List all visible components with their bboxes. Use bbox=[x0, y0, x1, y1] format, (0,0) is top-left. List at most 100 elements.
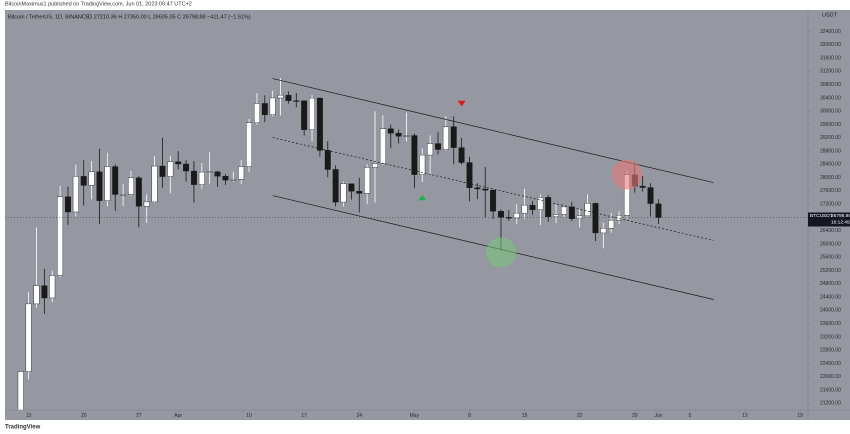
candle-body bbox=[427, 143, 434, 156]
channel-line bbox=[272, 78, 714, 183]
candle-body bbox=[600, 228, 607, 234]
price-tag-price: 26798.88 bbox=[831, 213, 850, 219]
candle-body bbox=[112, 166, 119, 195]
candle-body bbox=[348, 183, 355, 192]
candle-body bbox=[57, 196, 64, 276]
candle-body bbox=[324, 150, 331, 170]
y-tick-label: 24800.00 bbox=[820, 281, 841, 287]
candle-body bbox=[120, 194, 127, 196]
candle-body bbox=[80, 176, 87, 186]
x-tick-label: Apr bbox=[174, 413, 182, 419]
signal-marker bbox=[457, 100, 466, 107]
candle-body bbox=[442, 126, 449, 150]
candle-body bbox=[545, 197, 552, 217]
candle-body bbox=[458, 147, 465, 163]
x-tick-label: Jun bbox=[654, 413, 662, 419]
y-tick-label: 22400.00 bbox=[820, 361, 841, 367]
y-tick-label: 30800.00 bbox=[820, 82, 841, 88]
x-tick-label: 27 bbox=[136, 413, 142, 419]
y-tick-label: 32400.00 bbox=[820, 29, 841, 35]
footer-logo: TradingView bbox=[5, 425, 41, 431]
candle-body bbox=[592, 203, 599, 234]
candle-body bbox=[372, 163, 378, 168]
candle-body bbox=[96, 171, 103, 201]
candle-body bbox=[72, 176, 79, 213]
price-tag-countdown: 16:12:49 bbox=[831, 219, 850, 225]
candle-body bbox=[269, 97, 276, 116]
candle-body bbox=[238, 166, 245, 180]
y-tick-label: 25200.00 bbox=[820, 268, 841, 274]
candle-body bbox=[190, 170, 197, 185]
x-tick-label: 22 bbox=[577, 413, 583, 419]
candle-body bbox=[403, 135, 410, 137]
y-tick-label: 30400.00 bbox=[820, 95, 841, 101]
candle-body bbox=[293, 100, 300, 102]
candle-body bbox=[639, 185, 646, 188]
x-tick-label: 5 bbox=[689, 413, 692, 419]
candle-body bbox=[560, 206, 567, 215]
candle-body bbox=[450, 126, 457, 148]
candle-body bbox=[65, 196, 71, 213]
candle-body bbox=[253, 103, 260, 123]
candle-body bbox=[466, 162, 473, 188]
y-tick-label: 21200.00 bbox=[820, 401, 841, 407]
y-tick-label: 27200.00 bbox=[820, 202, 841, 208]
x-tick-label: 10 bbox=[246, 413, 252, 419]
candle-body bbox=[647, 187, 654, 204]
candle-body bbox=[395, 132, 402, 137]
y-tick-label: 24000.00 bbox=[820, 308, 841, 314]
y-tick-label: 22800.00 bbox=[820, 348, 841, 354]
candle-body bbox=[608, 219, 615, 229]
candle-body bbox=[151, 165, 158, 203]
y-tick-label: 26400.00 bbox=[820, 228, 841, 234]
candle-body bbox=[379, 128, 386, 164]
price-tag-box bbox=[808, 212, 850, 227]
candle-body bbox=[411, 135, 418, 175]
candle-body bbox=[214, 171, 221, 177]
candle-body bbox=[135, 177, 142, 207]
candle-body bbox=[175, 161, 182, 165]
candle-body bbox=[301, 100, 308, 130]
candle-body bbox=[88, 171, 95, 186]
x-tick-label: 24 bbox=[356, 413, 362, 419]
y-tick-label: 29600.00 bbox=[820, 122, 841, 128]
candle-body bbox=[198, 171, 205, 185]
candle-body bbox=[490, 190, 497, 212]
x-tick-label: 17 bbox=[301, 413, 307, 419]
channel-line bbox=[272, 137, 714, 241]
candle-body bbox=[387, 128, 394, 134]
candle-body bbox=[435, 143, 441, 150]
candle-body bbox=[309, 97, 315, 130]
y-tick-label: 28000.00 bbox=[820, 175, 841, 181]
candle-body bbox=[167, 161, 174, 177]
candle-body bbox=[419, 154, 426, 175]
highlight-circle bbox=[611, 159, 642, 190]
candle-body bbox=[332, 169, 339, 203]
candle-body bbox=[277, 94, 284, 99]
candle-body bbox=[246, 122, 253, 167]
candle-body bbox=[230, 179, 237, 181]
x-tick-label: 8 bbox=[468, 413, 471, 419]
y-tick-label: 23200.00 bbox=[820, 334, 841, 340]
x-tick-label: 15 bbox=[522, 413, 528, 419]
candle-body bbox=[49, 275, 56, 299]
y-tick-label: 31200.00 bbox=[820, 69, 841, 75]
candle-body bbox=[25, 303, 32, 372]
candle-body bbox=[521, 204, 528, 214]
currency-label: USDT bbox=[822, 12, 838, 18]
candle-body bbox=[104, 166, 111, 201]
x-tick-label: 19 bbox=[797, 413, 803, 419]
candle-body bbox=[183, 163, 190, 172]
candle-body bbox=[222, 175, 229, 181]
candle-body bbox=[285, 94, 292, 101]
signal-marker bbox=[418, 194, 427, 201]
price-tag-symbol: BTCUSDT bbox=[810, 213, 833, 219]
candle-body bbox=[568, 206, 575, 219]
candle-body bbox=[474, 187, 481, 190]
y-tick-label: 29200.00 bbox=[820, 135, 841, 141]
candle-body bbox=[498, 211, 504, 218]
y-tick-label: 27600.00 bbox=[820, 188, 841, 194]
candle-body bbox=[206, 171, 213, 173]
candle-body bbox=[340, 183, 347, 203]
